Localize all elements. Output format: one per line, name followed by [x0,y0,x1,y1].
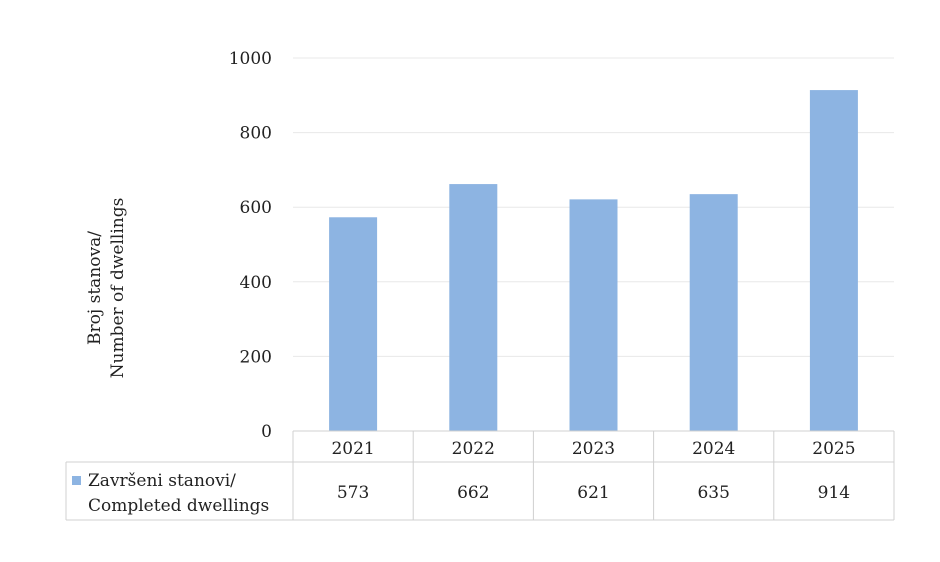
bar [449,184,498,431]
table-value: 914 [818,483,850,503]
bar [809,90,858,431]
x-category-label: 2024 [692,439,735,459]
legend-swatch [72,476,81,485]
table-value: 573 [337,483,369,503]
y-tick-label: 800 [240,124,272,144]
x-category-label: 2021 [331,439,374,459]
table-value: 662 [457,483,489,503]
legend-label-line-2: Completed dwellings [88,496,269,516]
y-tick-label: 0 [261,422,272,442]
legend-label-line-1: Završeni stanovi/ [88,471,236,491]
y-axis-ticks: 0 200 400 600 800 1000 [229,49,272,442]
bar [569,199,618,431]
data-table: 2021 573 2022 662 2023 621 2024 635 2025 914 [65,430,895,521]
y-tick-label: 200 [240,347,272,367]
y-tick-label: 1000 [229,49,272,69]
x-category-label: 2022 [452,439,495,459]
x-category-label: 2023 [572,439,615,459]
table-value: 621 [577,483,609,503]
y-axis-title-line-1: Broj stanova/ [85,231,105,345]
y-axis-title: Broj stanova/ Number of dwellings [85,198,128,379]
y-axis-title-line-2: Number of dwellings [108,198,128,379]
bar [329,217,378,431]
bar [689,194,738,431]
y-tick-label: 600 [240,198,272,218]
x-category-label: 2025 [812,439,855,459]
y-tick-label: 400 [240,273,272,293]
legend-entry: Završeni stanovi/ Completed dwellings [72,471,269,516]
table-value: 635 [697,483,729,503]
bars [329,90,858,431]
